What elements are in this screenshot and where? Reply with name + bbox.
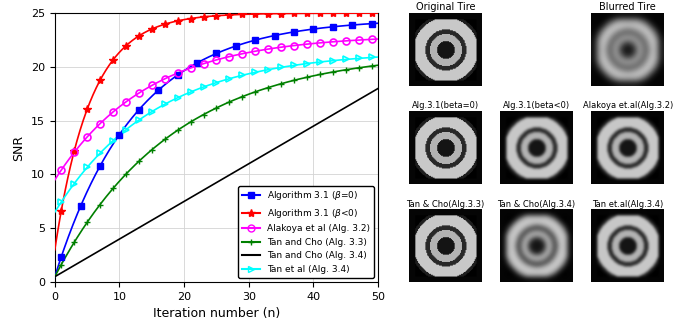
Title: Blurred Tire: Blurred Tire bbox=[599, 2, 656, 12]
Title: Tan & Cho(Alg.3.3): Tan & Cho(Alg.3.3) bbox=[406, 200, 484, 209]
Title: Tan et.al(Alg.3.4): Tan et.al(Alg.3.4) bbox=[593, 200, 664, 209]
X-axis label: Iteration number (n): Iteration number (n) bbox=[153, 307, 280, 320]
Legend: Algorithm 3.1 ($\beta$=0), Algorithm 3.1 ($\beta$<0), Alakoya et al (Alg. 3.2), : Algorithm 3.1 ($\beta$=0), Algorithm 3.1… bbox=[238, 186, 373, 277]
Title: Original Tire: Original Tire bbox=[416, 2, 475, 12]
Title: Alg.3.1(beta=0): Alg.3.1(beta=0) bbox=[412, 101, 479, 111]
Y-axis label: SNR: SNR bbox=[12, 134, 25, 161]
Title: Tan & Cho(Alg.3.4): Tan & Cho(Alg.3.4) bbox=[497, 200, 575, 209]
Title: Alakoya et.al(Alg.3.2): Alakoya et.al(Alg.3.2) bbox=[583, 101, 673, 111]
Title: Alg.3.1(beta<0): Alg.3.1(beta<0) bbox=[503, 101, 570, 111]
